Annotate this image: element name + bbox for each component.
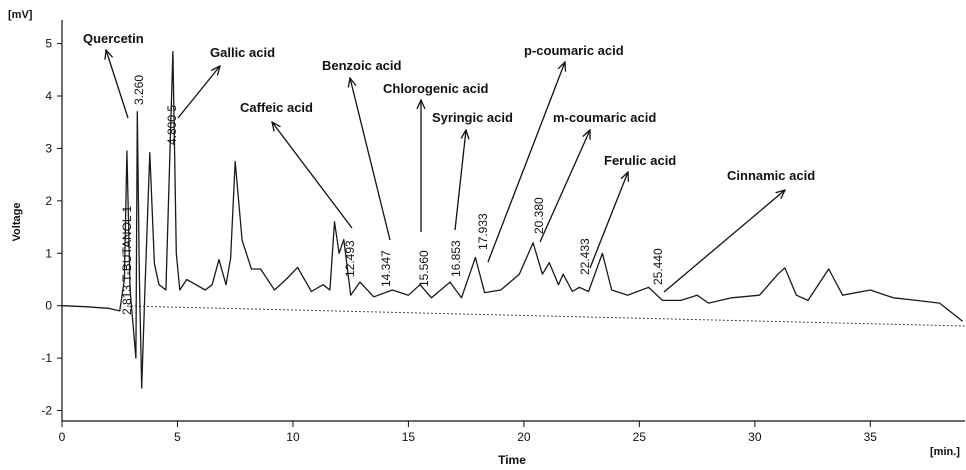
annotation-arrow bbox=[539, 130, 590, 243]
annotation-arrow bbox=[106, 50, 129, 119]
trace bbox=[61, 50, 964, 389]
y-tick-label: 1 bbox=[45, 246, 52, 260]
annotation-arrow bbox=[663, 190, 785, 293]
x-tick-label: 30 bbox=[748, 430, 762, 444]
peak-label: 17.933 bbox=[476, 213, 490, 250]
annotation: Ferulic acid bbox=[604, 153, 676, 168]
x-tick-label: 20 bbox=[517, 430, 531, 444]
peak-label: 14.347 bbox=[379, 250, 393, 287]
x-tick-label: 15 bbox=[402, 430, 416, 444]
annotation: Cinnamic acid bbox=[727, 168, 815, 183]
baseline bbox=[126, 305, 966, 327]
peak-label: 22.433 bbox=[578, 238, 592, 275]
x-tick-label: 0 bbox=[59, 430, 66, 444]
peak-label: 16.853 bbox=[449, 240, 463, 277]
peak-label: 12.493 bbox=[343, 240, 357, 277]
y-tick-label: -1 bbox=[41, 351, 52, 365]
peak-label: 25.440 bbox=[651, 248, 665, 285]
annotation: m-coumaric acid bbox=[553, 110, 656, 125]
y-tick-label: 4 bbox=[45, 89, 52, 103]
y-tick-label: 2 bbox=[45, 194, 52, 208]
y-tick-label: 3 bbox=[45, 141, 52, 155]
annotation-arrow bbox=[272, 122, 353, 229]
y-unit: [mV] bbox=[8, 9, 33, 21]
peak-label: 4.800 5 bbox=[165, 105, 179, 145]
annotation-arrow bbox=[454, 130, 466, 231]
x-tick-label: 25 bbox=[633, 430, 647, 444]
annotation-arrow bbox=[350, 78, 391, 241]
peak-label: 15.560 bbox=[417, 250, 431, 287]
y-tick-label: 5 bbox=[45, 37, 52, 51]
peak-label: 3.260 bbox=[132, 75, 146, 105]
x-tick-label: 5 bbox=[174, 430, 181, 444]
annotation: Benzoic acid bbox=[322, 58, 402, 73]
annotation-arrow bbox=[589, 172, 628, 269]
annotation: Chlorogenic acid bbox=[383, 81, 489, 96]
y-tick-label: 0 bbox=[45, 299, 52, 313]
x-axis-label: Time bbox=[498, 453, 526, 467]
peak-label: 20.380 bbox=[532, 197, 546, 234]
peak-label: 2.813 T-BUTANOL 1 bbox=[120, 206, 134, 315]
x-tick-label: 35 bbox=[864, 430, 878, 444]
x-unit: [min.] bbox=[930, 446, 960, 458]
annotation: Syringic acid bbox=[432, 110, 513, 125]
annotation: Caffeic acid bbox=[240, 100, 313, 115]
y-tick-label: -2 bbox=[41, 404, 52, 418]
y-axis-label: Voltage bbox=[11, 203, 23, 242]
annotation-arrow bbox=[487, 62, 565, 263]
annotation-arrow bbox=[177, 66, 220, 119]
annotation: Quercetin bbox=[83, 31, 144, 46]
annotation: p-coumaric acid bbox=[524, 43, 624, 58]
x-tick-label: 10 bbox=[286, 430, 300, 444]
annotation: Gallic acid bbox=[210, 45, 275, 60]
